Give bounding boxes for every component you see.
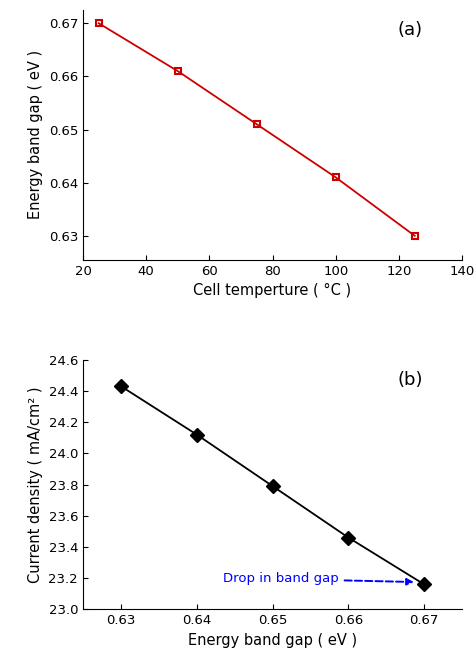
- X-axis label: Cell temperture ( °C ): Cell temperture ( °C ): [193, 283, 352, 298]
- Y-axis label: Energy band gap ( eV ): Energy band gap ( eV ): [28, 51, 43, 219]
- Text: (a): (a): [398, 21, 423, 39]
- Y-axis label: Current density ( mA/cm² ): Current density ( mA/cm² ): [28, 386, 43, 583]
- Text: Drop in band gap: Drop in band gap: [223, 573, 412, 585]
- X-axis label: Energy band gap ( eV ): Energy band gap ( eV ): [188, 633, 357, 648]
- Text: (b): (b): [398, 370, 423, 389]
